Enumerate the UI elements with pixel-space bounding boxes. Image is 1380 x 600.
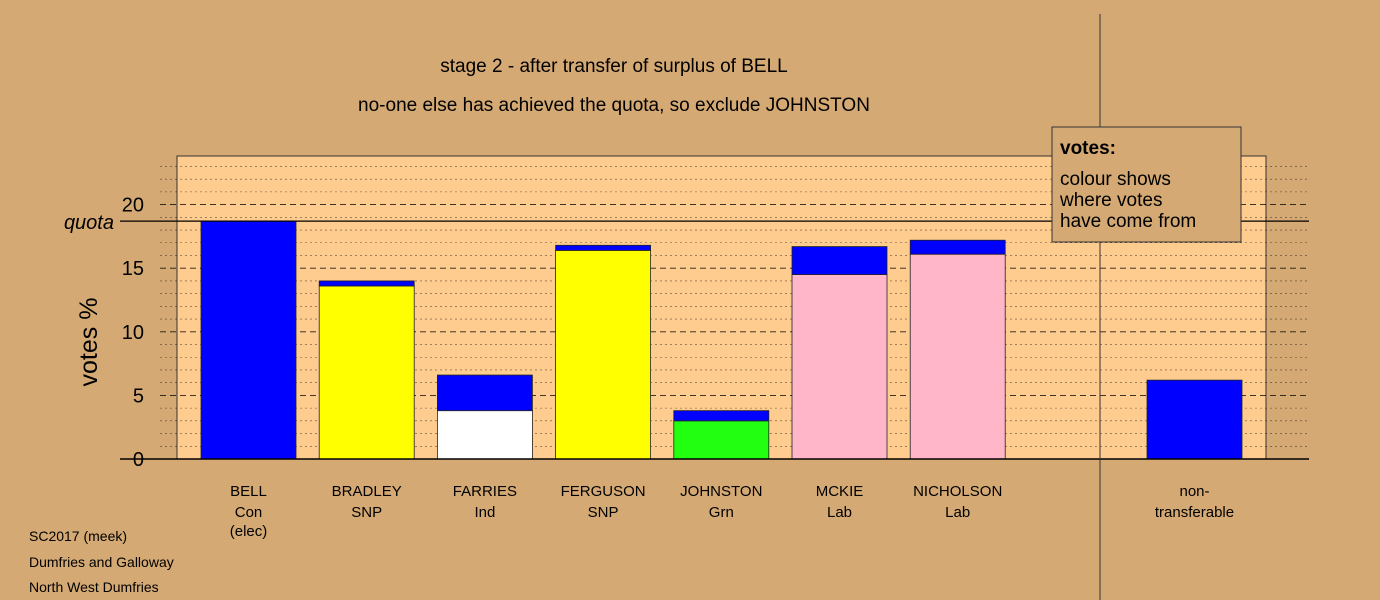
bar-segment-farries-0 [436, 410, 533, 460]
bar-segment-bradley-0 [318, 285, 415, 460]
y-axis-label: votes % [75, 298, 103, 387]
bar-segment-mckie-0 [791, 274, 888, 460]
legend-heading: votes: [1060, 138, 1116, 159]
x-label-name: BELL [230, 483, 267, 500]
x-label-party: Lab [945, 504, 970, 521]
legend-line-2: where votes [1059, 190, 1162, 211]
bar-segment-farries-1 [436, 374, 533, 412]
y-tick-label: 15 [122, 258, 144, 280]
bar-segment-nicholson-0 [909, 253, 1006, 460]
x-label-name: MCKIE [816, 483, 864, 500]
quota-label: quota [64, 212, 114, 234]
y-tick-label: 10 [122, 322, 144, 344]
x-label-name: JOHNSTON [680, 483, 762, 500]
x-label-name: FERGUSON [561, 483, 646, 500]
bar-nontransferable [1146, 379, 1243, 460]
footer-line-3: North West Dumfries [29, 579, 159, 595]
x-label-note: (elec) [230, 523, 268, 540]
bar-segment-johnston-0 [673, 420, 770, 460]
x-label-name: BRADLEY [332, 483, 402, 500]
x-label-nontransferable-1: non- [1179, 483, 1209, 500]
x-label-name: FARRIES [453, 483, 517, 500]
x-label-nontransferable-2: transferable [1155, 504, 1234, 521]
x-label-party: Grn [709, 504, 734, 521]
legend-line-1: colour shows [1060, 169, 1171, 190]
y-tick-labels: 0 5 10 15 20 [122, 195, 144, 471]
x-label-party: Ind [474, 504, 495, 521]
bar-segment-ferguson-0 [555, 249, 651, 460]
chart-title: stage 2 - after transfer of surplus of B… [440, 56, 787, 77]
y-tick-label: 5 [133, 385, 144, 407]
bar-segment-bradley-1 [318, 280, 415, 287]
bars [200, 220, 1243, 460]
bar-segment-ferguson-1 [555, 244, 651, 251]
x-label-party: SNP [351, 504, 382, 521]
footer-line-1: SC2017 (meek) [29, 528, 128, 544]
y-tick-label: 0 [133, 449, 144, 471]
legend-line-3: have come from [1060, 211, 1196, 232]
y-tick-label: 20 [122, 195, 144, 217]
bar-segment-bell-0 [200, 220, 297, 460]
x-label-party: Con [235, 504, 263, 521]
footer-line-2: Dumfries and Galloway [29, 554, 174, 570]
chart-subtitle: no-one else has achieved the quota, so e… [358, 95, 870, 116]
bar-segment-johnston-1 [673, 410, 770, 422]
x-tick-labels: BELL Con (elec) BRADLEY SNP FARRIES Ind FERGUSO… [230, 483, 1234, 540]
x-label-party: SNP [588, 504, 619, 521]
bar-segment-mckie-1 [791, 246, 888, 275]
x-label-party: Lab [827, 504, 852, 521]
bar-segment-nicholson-1 [909, 239, 1006, 255]
x-label-name: NICHOLSON [913, 483, 1002, 500]
legend-box: votes: colour shows where votes have com… [1051, 126, 1242, 243]
